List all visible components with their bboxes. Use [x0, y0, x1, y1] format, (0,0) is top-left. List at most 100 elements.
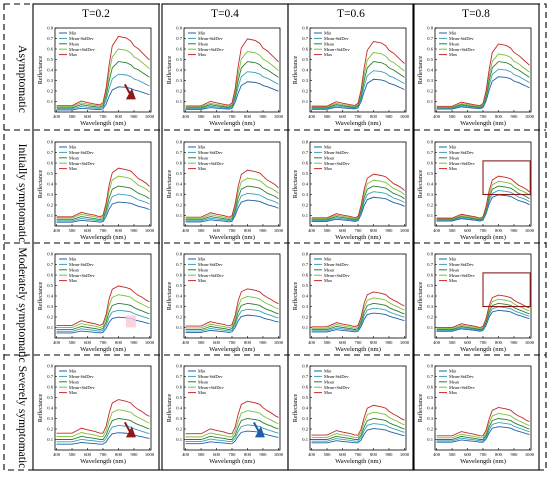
series-line-mean-stddev	[185, 177, 279, 219]
y-tick-label: 0.2	[176, 89, 182, 94]
y-tick-label: 0.1	[176, 213, 182, 218]
x-tick-label: 500	[324, 452, 332, 457]
y-tick-label: 0.4	[176, 182, 182, 187]
legend-label-mean: Mean	[449, 379, 460, 384]
series-line-mean	[311, 61, 405, 109]
legend-label-min: Min	[324, 369, 332, 374]
row-label-initially-symptomatic: Initially symptomatic	[16, 144, 28, 243]
series-line-mean-stddev	[56, 424, 150, 443]
x-tick-label: 900	[386, 452, 394, 457]
legend-label-min: Min	[69, 31, 77, 36]
y-tick-label: 0.6	[302, 385, 308, 390]
y-tick-label: 0.3	[302, 78, 308, 83]
y-tick-label: 0.4	[47, 182, 53, 187]
legend-label-mean: Mean	[69, 155, 80, 160]
x-tick-label: 800	[244, 452, 252, 457]
x-tick-label: 600	[84, 340, 92, 345]
y-tick-label: 0.6	[302, 161, 308, 166]
x-tick-label: 500	[69, 452, 77, 457]
x-tick-label: 1000	[400, 228, 410, 233]
y-tick-label: 0.6	[176, 161, 182, 166]
y-tick-label: 0.4	[302, 294, 308, 299]
x-tick-label: 500	[198, 114, 206, 119]
y-tick-label: 0.4	[176, 68, 182, 73]
x-axis-label: Wavelength (nm)	[335, 458, 381, 465]
legend-label-max: Max	[324, 166, 333, 171]
x-tick-label: 700	[480, 340, 488, 345]
y-tick-label: 0.1	[47, 213, 53, 218]
x-tick-label: 700	[100, 114, 108, 119]
y-tick-label: 0.7	[176, 374, 182, 379]
legend-label-max: Max	[449, 390, 458, 395]
y-tick-label: 0.6	[47, 273, 53, 278]
legend-label-min: Min	[449, 257, 457, 262]
plot-area	[434, 27, 532, 113]
y-tick-label: 0.4	[427, 294, 433, 299]
y-tick-label: 0.1	[176, 99, 182, 104]
y-tick-label: 0.1	[47, 325, 53, 330]
series-line-mean-stddev	[311, 423, 405, 442]
series-line-mean-stddev	[436, 298, 530, 330]
series-line-mean	[185, 418, 279, 440]
y-tick-label: 0.4	[47, 68, 53, 73]
series-line-min	[56, 432, 150, 445]
x-tick-label: 800	[115, 340, 123, 345]
y-tick-label: 0.3	[176, 304, 182, 309]
y-tick-label: 0.2	[47, 315, 53, 320]
series-line-min	[311, 78, 405, 110]
series-line-mean-stddev	[311, 70, 405, 110]
legend-label-mean-stddev: Mean-StdDev	[449, 36, 474, 41]
column-header-1: T=0.2	[82, 8, 110, 20]
legend-label-max: Max	[324, 278, 333, 283]
panel-r4-c4: 0.1 0.2 0.3 0.4 0.5 0.6 0.7 0.8 400 500 600 700 800 9…	[417, 364, 535, 465]
y-tick-label: 0.6	[427, 273, 433, 278]
y-tick-label: 0.5	[176, 57, 182, 62]
x-tick-label: 1000	[400, 114, 410, 119]
x-tick-label: 500	[324, 114, 332, 119]
series-line-min	[185, 81, 279, 110]
legend-label-mean-stddev: Mean-StdDev	[324, 150, 349, 155]
series-line-mean-stddev	[436, 412, 530, 439]
annotation-arrow-shaft	[123, 421, 132, 434]
x-tick-label: 900	[131, 340, 139, 345]
y-tick-label: 0.4	[47, 406, 53, 411]
y-tick-label: 0.7	[427, 262, 433, 267]
legend-label-max: Max	[198, 390, 207, 395]
legend-label-mean-stddev: Mean+StdDev	[324, 273, 350, 278]
panel-r3-c4: 0.1 0.2 0.3 0.4 0.5 0.6 0.7 0.8 400 500 600 700 800 9…	[417, 252, 535, 353]
x-tick-label: 600	[339, 114, 347, 119]
x-tick-label: 400	[53, 340, 61, 345]
x-tick-label: 1000	[525, 452, 535, 457]
legend-label-mean: Mean	[198, 379, 209, 384]
x-tick-label: 700	[100, 452, 108, 457]
legend-label-min: Min	[69, 369, 77, 374]
chart-panels: 0.1 0.2 0.3 0.4 0.5 0.6 0.7 0.8 400 500 600 700 800 9…	[37, 26, 535, 465]
legend-label-mean-stddev: Mean+StdDev	[198, 161, 224, 166]
x-tick-label: 600	[213, 114, 221, 119]
legend-label-mean-stddev: Mean+StdDev	[324, 161, 350, 166]
y-tick-label: 0.4	[427, 406, 433, 411]
x-tick-label: 400	[433, 452, 441, 457]
panel-r1-c3: 0.1 0.2 0.3 0.4 0.5 0.6 0.7 0.8 400 500 600 700 800 9…	[292, 26, 410, 127]
y-axis-label: Reflectance	[166, 56, 173, 85]
y-tick-label: 0.6	[427, 161, 433, 166]
y-tick-label: 0.3	[47, 78, 53, 83]
x-tick-label: 700	[355, 228, 363, 233]
legend-label-mean-stddev: Mean+StdDev	[69, 385, 95, 390]
y-tick-label: 0.2	[302, 89, 308, 94]
panel-r1-c2: 0.1 0.2 0.3 0.4 0.5 0.6 0.7 0.8 400 500 600 700 800 9…	[166, 26, 284, 127]
legend-label-mean-stddev: Mean+StdDev	[449, 273, 475, 278]
series-line-max	[185, 288, 279, 327]
series-line-max	[436, 43, 530, 107]
series-line-max	[436, 407, 530, 437]
x-tick-label: 400	[53, 452, 61, 457]
x-tick-label: 700	[480, 114, 488, 119]
x-tick-label: 1000	[400, 452, 410, 457]
y-tick-label: 0.5	[47, 57, 53, 62]
legend-label-mean-stddev: Mean+StdDev	[69, 273, 95, 278]
series-line-max	[436, 294, 530, 329]
x-tick-label: 400	[308, 228, 316, 233]
x-tick-label: 400	[308, 452, 316, 457]
series-line-mean	[311, 302, 405, 331]
